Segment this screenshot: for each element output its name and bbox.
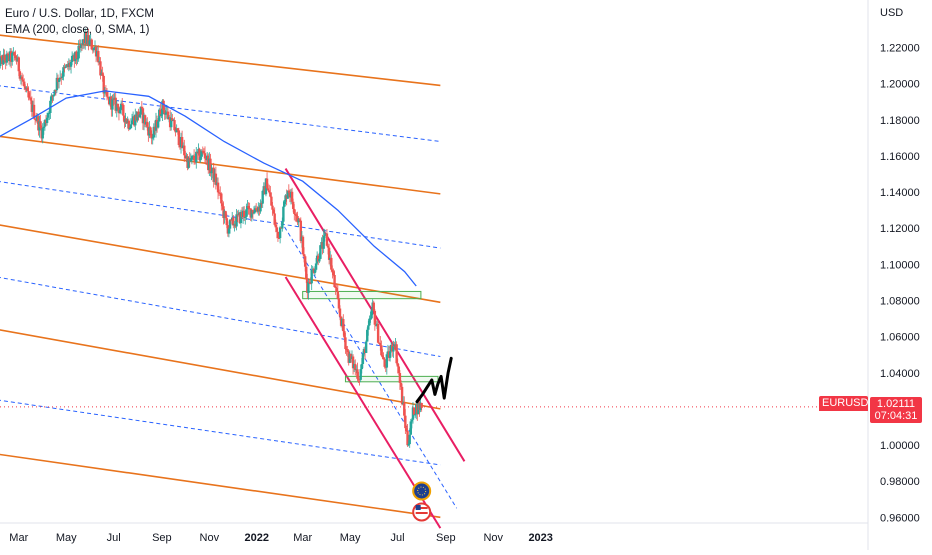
indicator-label: EMA (200, close, 0, SMA, 1) bbox=[5, 22, 154, 38]
candle-body bbox=[365, 342, 367, 353]
candle-body bbox=[11, 53, 13, 62]
candle-body bbox=[277, 232, 279, 238]
y-tick-label: 1.08000 bbox=[880, 295, 920, 307]
last-price-tag: EURUSD bbox=[819, 396, 868, 411]
symbol-tag: EURUSD bbox=[819, 396, 868, 411]
y-tick-label: 1.00000 bbox=[880, 440, 920, 452]
candle-body bbox=[409, 435, 411, 444]
y-tick-label: 1.10000 bbox=[880, 259, 920, 271]
y-tick-label: 1.14000 bbox=[880, 187, 920, 199]
plot-background bbox=[0, 0, 868, 523]
economic-event-icon[interactable] bbox=[413, 483, 430, 500]
x-axis[interactable]: Mar May Jul Sep Nov 2022 Mar May Jul Sep Nov 2023 bbox=[9, 532, 553, 544]
candle-body bbox=[420, 403, 422, 408]
y-tick-label: 0.98000 bbox=[880, 476, 920, 488]
support-zone[interactable] bbox=[303, 291, 421, 298]
x-tick-label: Sep bbox=[152, 532, 172, 544]
y-tick-label: 1.12000 bbox=[880, 223, 920, 235]
y-tick-label: 1.20000 bbox=[880, 79, 920, 91]
last-price: 1.02111 bbox=[870, 398, 922, 410]
candle-body bbox=[243, 211, 245, 218]
x-tick-label: Mar bbox=[9, 532, 28, 544]
chart-legend: Euro / U.S. Dollar, 1D, FXCM EMA (200, c… bbox=[5, 6, 154, 38]
candle-body bbox=[71, 56, 73, 62]
price-box: 1.02111 07:04:31 bbox=[870, 397, 922, 423]
y-axis[interactable]: USD 1.22000 1.20000 1.18000 1.16000 1.14000 1.… bbox=[880, 7, 920, 524]
x-tick-label: Mar bbox=[293, 532, 312, 544]
us-flag-event-icon[interactable] bbox=[413, 504, 430, 521]
candle-body bbox=[276, 227, 278, 232]
x-tick-label: Jul bbox=[391, 532, 405, 544]
candle-body bbox=[377, 324, 379, 343]
y-tick-label: 0.96000 bbox=[880, 512, 920, 524]
candle-body bbox=[130, 124, 132, 128]
candle-body bbox=[18, 57, 20, 71]
axis-currency: USD bbox=[880, 7, 903, 19]
x-tick-label: May bbox=[340, 532, 361, 544]
x-tick-label: Nov bbox=[200, 532, 220, 544]
x-tick-label: Jul bbox=[107, 532, 121, 544]
x-tick-label: Sep bbox=[436, 532, 456, 544]
y-tick-label: 1.16000 bbox=[880, 151, 920, 163]
y-tick-label: 1.06000 bbox=[880, 332, 920, 344]
candle-body bbox=[310, 270, 312, 284]
y-tick-label: 1.22000 bbox=[880, 43, 920, 55]
bar-countdown: 07:04:31 bbox=[870, 410, 922, 422]
candle-body bbox=[178, 130, 180, 145]
x-tick-label: Nov bbox=[483, 532, 503, 544]
y-tick-label: 1.18000 bbox=[880, 115, 920, 127]
x-tick-label: 2022 bbox=[245, 532, 269, 544]
candle-body bbox=[339, 309, 341, 317]
candle-body bbox=[157, 121, 159, 127]
symbol-title: Euro / U.S. Dollar, 1D, FXCM bbox=[5, 6, 154, 22]
candle-body bbox=[333, 275, 335, 287]
candle-body bbox=[122, 105, 124, 116]
x-tick-label: May bbox=[56, 532, 77, 544]
candle-body bbox=[318, 259, 320, 262]
y-tick-label: 1.04000 bbox=[880, 368, 920, 380]
candle-body bbox=[282, 207, 284, 222]
x-tick-label: 2023 bbox=[528, 532, 552, 544]
